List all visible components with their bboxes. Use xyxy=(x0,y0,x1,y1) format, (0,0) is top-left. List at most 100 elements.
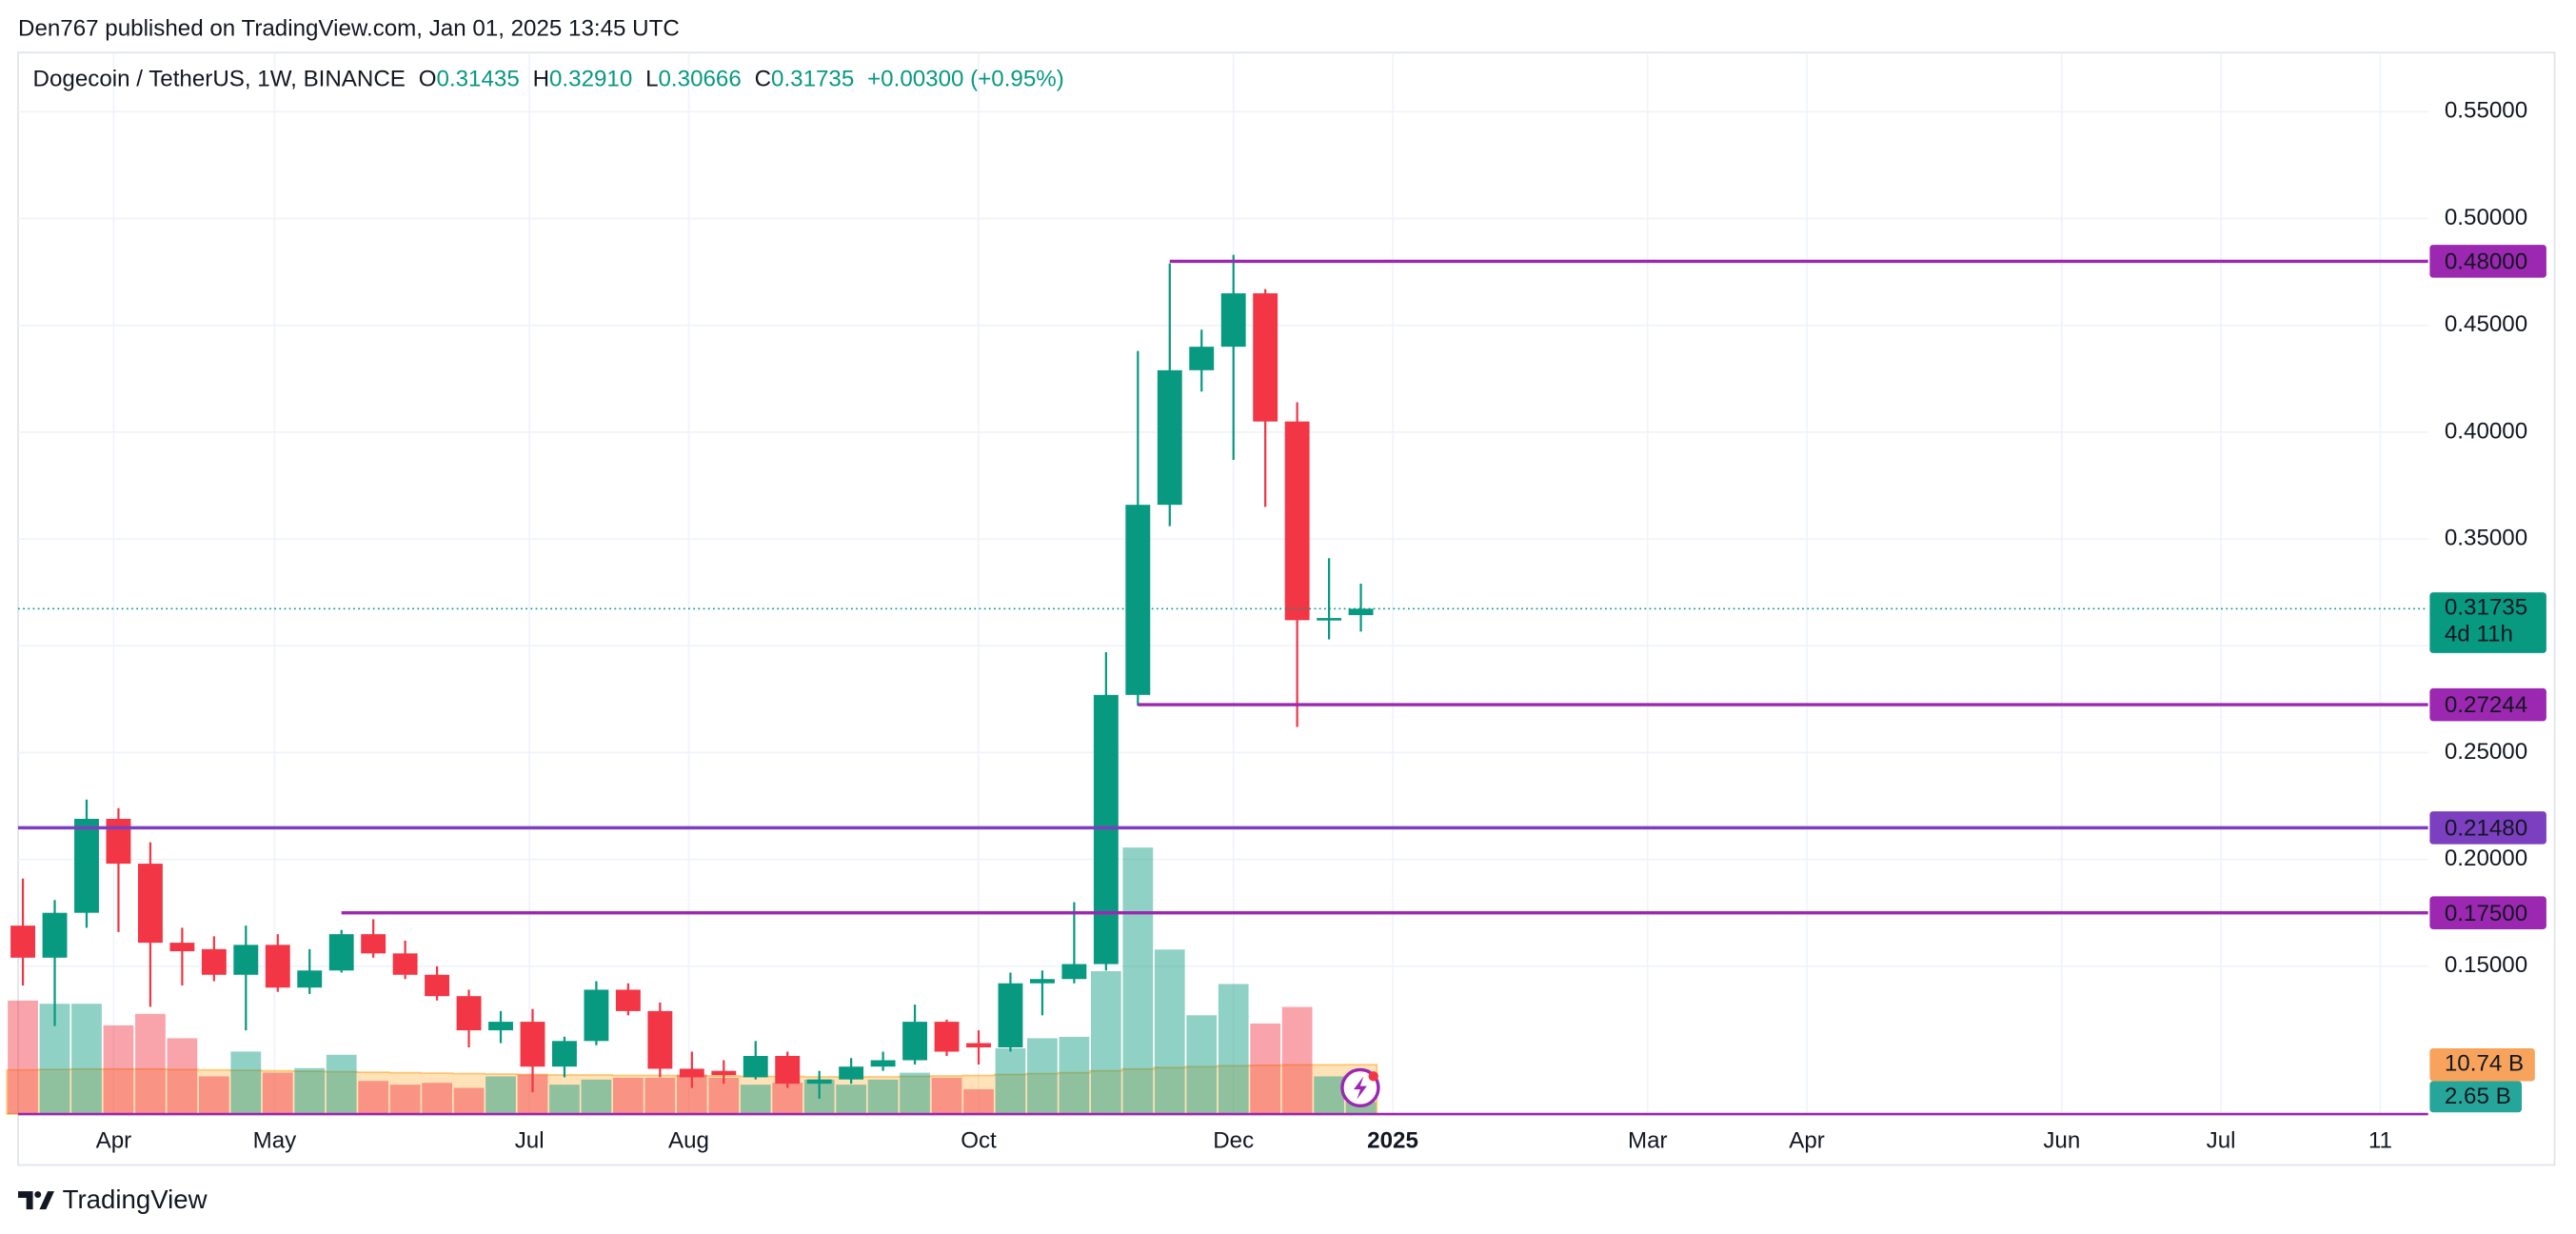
candle-body xyxy=(998,983,1023,1048)
candle-body xyxy=(1157,369,1182,506)
candle-body xyxy=(425,974,450,997)
candle-body xyxy=(1125,505,1151,695)
volume-bar xyxy=(644,1077,676,1115)
candle-body xyxy=(615,989,641,1011)
volume-bar xyxy=(8,1000,38,1115)
volume-ma-badge xyxy=(2429,1047,2535,1082)
volume-bar xyxy=(71,1004,102,1115)
candle-body xyxy=(233,945,259,975)
volume-bar xyxy=(230,1051,262,1115)
candle-body xyxy=(42,912,68,958)
candle-body xyxy=(584,989,609,1042)
candle-body xyxy=(297,970,323,988)
level-label: 0.17500 xyxy=(2445,901,2527,926)
volume-bar xyxy=(836,1085,867,1115)
candle-body xyxy=(137,864,163,944)
candle-body xyxy=(839,1066,864,1080)
volume-pane xyxy=(6,847,1378,1115)
x-tick-label: Aug xyxy=(668,1128,709,1154)
candle-body xyxy=(1317,618,1342,621)
volume-bar xyxy=(326,1054,357,1115)
published: Den767 published on TradingView.com, Jan… xyxy=(18,15,680,41)
y-tick-label: 0.15000 xyxy=(2445,952,2527,978)
candle-body xyxy=(1093,694,1119,965)
y-tick-label: 0.25000 xyxy=(2445,739,2527,765)
candle-body xyxy=(1348,608,1374,616)
volume-bar xyxy=(294,1067,326,1115)
volume-bar xyxy=(1186,1015,1218,1115)
value: 0.31435 xyxy=(436,67,519,92)
volume-badge xyxy=(2429,1081,2522,1113)
candle-body xyxy=(1220,293,1246,348)
x-tick-label: Mar xyxy=(1628,1128,1668,1154)
level-label: 0.21480 xyxy=(2445,815,2527,841)
replay-icon[interactable] xyxy=(1340,1067,1380,1108)
volume-bar xyxy=(167,1038,198,1115)
x-tick-label: Apr xyxy=(1789,1128,1825,1154)
candle-body xyxy=(328,934,354,971)
volume-bar xyxy=(485,1076,516,1115)
volume-bar xyxy=(1218,984,1249,1115)
candle-body xyxy=(1061,964,1087,980)
candle-body xyxy=(456,996,482,1031)
candle-body xyxy=(1189,347,1215,370)
countdown: 4d 11h xyxy=(2445,621,2513,647)
candle-body xyxy=(966,1043,991,1048)
y-tick-label: 0.45000 xyxy=(2445,311,2527,337)
y-tick-label: 0.40000 xyxy=(2445,418,2527,444)
x-tick-label: Jul xyxy=(2207,1128,2236,1154)
y-tick-label: 0.35000 xyxy=(2445,525,2527,550)
candle-body xyxy=(265,945,290,988)
candle-body xyxy=(520,1022,545,1067)
y-tick-label: 0.20000 xyxy=(2445,846,2527,871)
level-badge xyxy=(2429,896,2546,929)
volume-bar xyxy=(135,1013,166,1115)
key: C xyxy=(755,67,771,92)
volume-ma-label: 10.74 B xyxy=(2445,1051,2524,1077)
candle-body xyxy=(488,1022,513,1031)
x-tick-label: May xyxy=(253,1128,298,1154)
volume-bar xyxy=(262,1072,293,1115)
volume-bar xyxy=(389,1085,421,1115)
volume-bar xyxy=(198,1076,229,1115)
candle-body xyxy=(169,943,195,952)
logo xyxy=(18,1191,54,1210)
candle-body xyxy=(361,934,386,954)
level-label: 0.27244 xyxy=(2445,692,2527,718)
volume-bar xyxy=(1250,1023,1281,1115)
candle-body xyxy=(775,1056,801,1085)
volume-ma xyxy=(6,1064,1378,1115)
volume-bar xyxy=(963,1088,994,1115)
y-tick-label: 0.55000 xyxy=(2445,98,2527,124)
volume-bar xyxy=(1314,1076,1344,1115)
footer: TradingView xyxy=(63,1184,208,1214)
change: +0.00300 (+0.95%) xyxy=(867,67,1064,92)
value: 0.30666 xyxy=(659,67,742,92)
key: O xyxy=(419,67,437,92)
x-tick-label: Apr xyxy=(96,1128,132,1154)
legend: Dogecoin / TetherUS, 1W, BINANCE O0.31435… xyxy=(33,67,1064,92)
candle-body xyxy=(934,1022,960,1052)
volume-bar xyxy=(740,1085,771,1115)
candle-body xyxy=(201,948,227,975)
candle-body xyxy=(10,926,35,958)
value: 0.32910 xyxy=(549,67,632,92)
x-tick-label: Oct xyxy=(961,1128,997,1154)
volume-bar xyxy=(103,1025,134,1115)
price-badge xyxy=(2429,592,2546,653)
volume-label: 2.65 B xyxy=(2445,1084,2511,1109)
volume-bar xyxy=(549,1085,580,1115)
x-tick-label: Jul xyxy=(515,1128,545,1154)
level-badge xyxy=(2429,245,2546,278)
price-label: 0.31735 xyxy=(2445,595,2527,621)
candle-body xyxy=(1029,979,1055,984)
volume-bar xyxy=(1090,970,1121,1115)
x-tick-label: 11 xyxy=(2368,1128,2392,1154)
candle-body xyxy=(743,1056,768,1078)
volume-bar xyxy=(1122,847,1154,1115)
level-badge xyxy=(2429,811,2546,845)
volume-bar xyxy=(613,1077,644,1115)
level-badge xyxy=(2429,687,2546,722)
candle-body xyxy=(870,1060,896,1067)
volume-bar xyxy=(422,1083,452,1115)
